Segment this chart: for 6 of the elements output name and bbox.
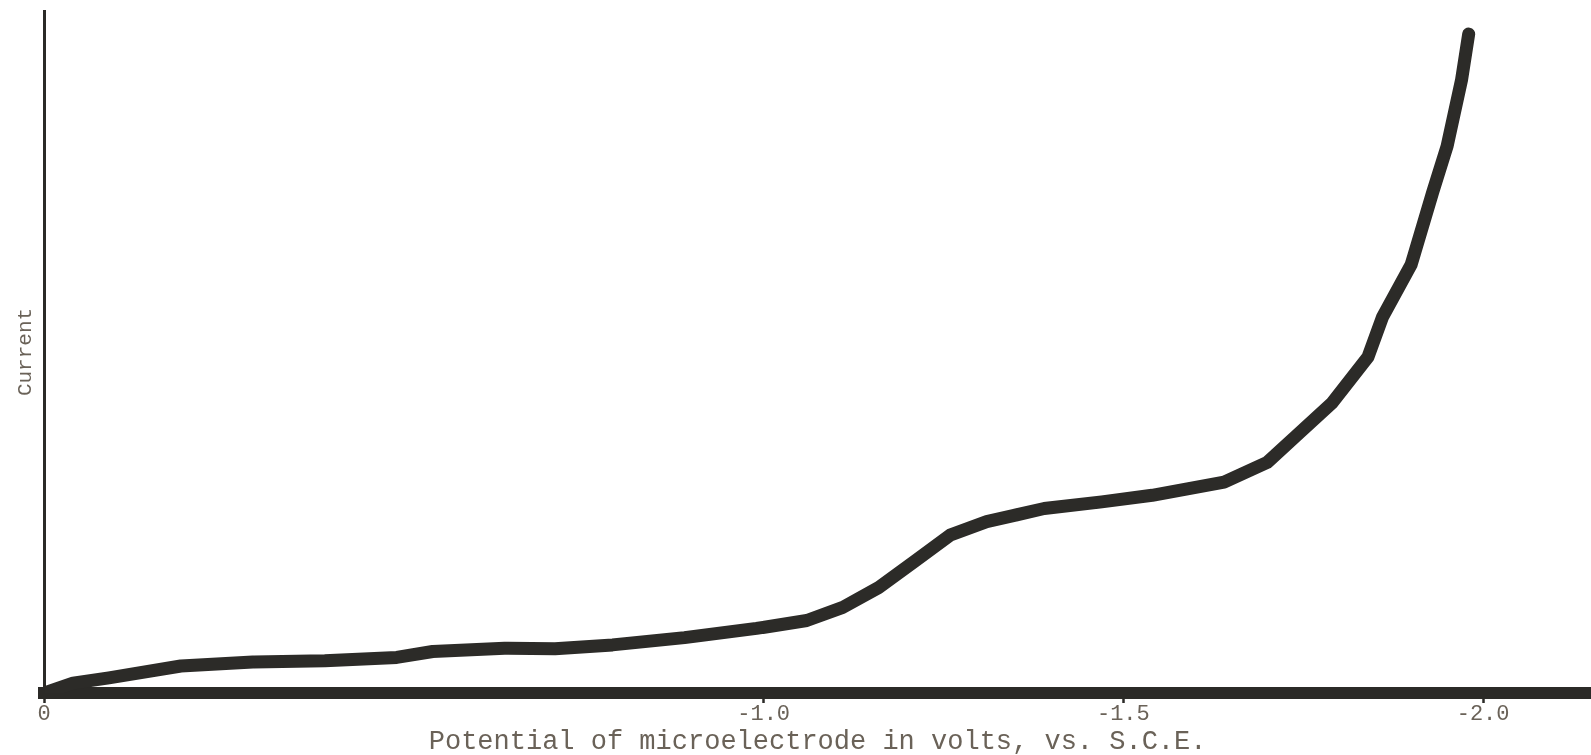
x-tick-label: 0 (37, 701, 51, 727)
x-axis-title: Potential of microelectrode in volts, vs. S.C.E. (428, 726, 1207, 755)
y-axis-title: Current (14, 307, 38, 397)
x-tick-label: -1.0 (737, 701, 791, 727)
x-tick-label: -1.5 (1096, 701, 1150, 727)
x-tick-label: -2.0 (1456, 701, 1510, 727)
